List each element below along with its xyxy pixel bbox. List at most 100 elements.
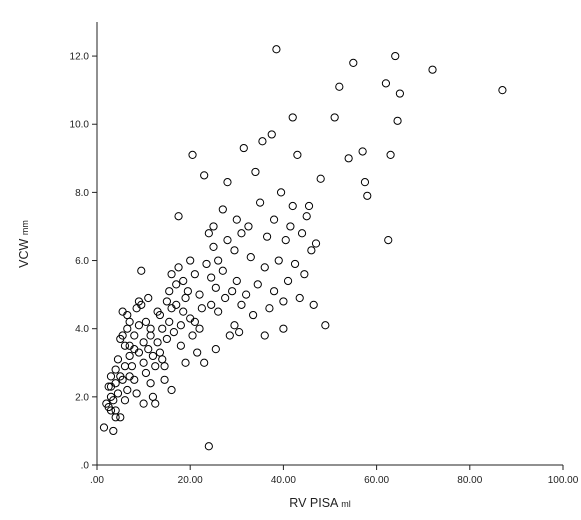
- data-point: [123, 310, 132, 320]
- data-point: [290, 259, 300, 269]
- data-point: [230, 246, 239, 255]
- data-point: [123, 324, 132, 333]
- data-point: [209, 242, 218, 252]
- data-point: [283, 276, 293, 286]
- data-point: [111, 379, 120, 388]
- data-point: [391, 51, 400, 61]
- data-point: [223, 178, 232, 187]
- data-point: [188, 150, 197, 159]
- data-point: [200, 358, 209, 367]
- data-point: [197, 304, 206, 313]
- axes: [96, 22, 563, 466]
- data-points: [99, 45, 507, 451]
- data-point: [207, 300, 216, 309]
- data-point: [393, 116, 402, 125]
- data-point: [120, 341, 130, 350]
- data-point: [260, 263, 269, 272]
- data-point: [228, 287, 237, 296]
- data-point: [269, 215, 279, 224]
- data-point: [162, 334, 171, 344]
- data-point: [335, 82, 344, 91]
- data-point: [137, 300, 146, 309]
- data-point: [218, 266, 227, 275]
- data-point: [258, 137, 267, 146]
- data-point: [179, 276, 188, 286]
- data-point: [274, 256, 283, 265]
- data-point: [144, 293, 153, 303]
- data-point: [265, 304, 274, 313]
- data-point: [116, 413, 125, 422]
- data-point: [151, 362, 160, 371]
- data-point: [134, 348, 144, 357]
- data-point: [269, 287, 279, 296]
- data-point: [304, 201, 314, 211]
- data-point: [167, 270, 176, 279]
- data-point: [106, 392, 116, 401]
- data-point: [146, 324, 155, 333]
- x-tick-label: 80.00: [457, 475, 482, 486]
- data-point: [249, 310, 258, 320]
- data-point: [144, 345, 153, 354]
- data-point: [139, 358, 148, 367]
- y-axis-title: VCW mm: [17, 220, 31, 268]
- data-point: [253, 280, 262, 289]
- data-point: [186, 256, 195, 265]
- data-point: [256, 198, 265, 207]
- data-point: [221, 293, 230, 303]
- data-point: [297, 229, 307, 238]
- data-point: [230, 321, 239, 330]
- data-point: [428, 65, 437, 74]
- data-point: [179, 307, 188, 316]
- data-point: [141, 368, 151, 378]
- ticks: .00 20.00 40.00 60.00 80.00 100.00 .0 2.0 4.0 6.0…: [70, 52, 579, 486]
- x-tick-label: 60.00: [364, 475, 389, 486]
- data-point: [307, 246, 316, 255]
- data-point: [207, 273, 216, 282]
- data-point: [113, 389, 123, 398]
- data-point: [130, 375, 139, 384]
- data-point: [360, 178, 370, 187]
- data-point: [218, 205, 227, 214]
- data-point: [316, 174, 325, 183]
- data-point: [153, 338, 162, 347]
- data-point: [162, 297, 171, 306]
- data-point: [146, 379, 155, 388]
- data-point: [190, 317, 199, 326]
- data-point: [158, 324, 167, 333]
- data-point: [309, 300, 318, 309]
- data-point: [188, 331, 197, 340]
- y-tick-label: 2.0: [75, 392, 89, 403]
- data-point: [344, 154, 353, 163]
- data-point: [293, 150, 302, 159]
- y-tick-label: 10.0: [70, 120, 90, 131]
- data-point: [125, 317, 134, 326]
- data-point: [99, 423, 109, 432]
- data-point: [300, 270, 309, 279]
- data-point: [235, 328, 244, 337]
- data-point: [288, 201, 297, 211]
- data-point: [272, 45, 281, 54]
- data-point: [172, 300, 181, 309]
- y-tick-label: 6.0: [75, 256, 89, 267]
- data-point: [158, 355, 167, 364]
- data-point: [123, 385, 132, 395]
- data-point: [167, 385, 176, 395]
- data-point: [202, 259, 211, 269]
- data-point: [125, 351, 134, 361]
- data-point: [286, 222, 295, 231]
- data-point: [130, 331, 139, 340]
- x-tick-label: 40.00: [271, 475, 296, 486]
- data-point: [225, 331, 234, 340]
- data-point: [132, 389, 141, 398]
- data-point: [176, 321, 185, 330]
- data-point: [169, 328, 178, 337]
- data-point: [358, 147, 367, 156]
- data-point: [190, 270, 199, 279]
- data-point: [384, 235, 393, 245]
- data-point: [288, 113, 297, 122]
- data-point: [109, 426, 118, 436]
- data-point: [204, 229, 213, 238]
- data-point: [151, 399, 160, 408]
- data-point: [127, 362, 137, 371]
